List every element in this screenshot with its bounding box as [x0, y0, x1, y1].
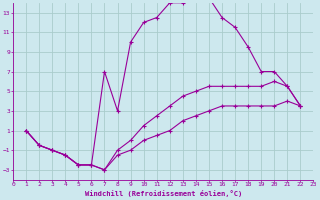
X-axis label: Windchill (Refroidissement éolien,°C): Windchill (Refroidissement éolien,°C)	[84, 190, 242, 197]
